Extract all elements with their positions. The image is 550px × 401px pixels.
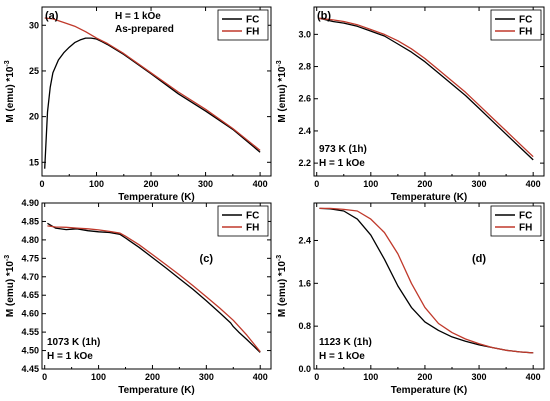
plot-frame xyxy=(313,202,545,370)
y-axis-title-exponent: -3 xyxy=(276,255,283,261)
x-tick-label: 100 xyxy=(91,372,106,382)
series-line-fc xyxy=(44,37,261,169)
annotation: H = 1 kOe xyxy=(319,351,365,362)
legend-label-fc: FC xyxy=(246,15,259,26)
annotation: 973 K (1h) xyxy=(319,144,367,155)
x-tick-label: 300 xyxy=(198,179,213,189)
x-tick-label: 100 xyxy=(363,179,378,189)
series-line-fc xyxy=(47,222,261,353)
y-axis-title-text: M (emu) *10 xyxy=(277,261,288,318)
y-tick-label: 2.8 xyxy=(298,62,311,72)
panel-label: (d) xyxy=(472,253,486,265)
legend-box xyxy=(490,205,542,237)
panel-label: (a) xyxy=(45,10,59,22)
x-tick-label: 100 xyxy=(89,179,104,189)
x-tick-label: 100 xyxy=(363,372,378,382)
y-tick-label: 1.6 xyxy=(298,278,311,288)
y-axis-title: M (emu) *10-3 xyxy=(276,255,288,317)
annotation: 1073 K (1h) xyxy=(47,337,100,348)
y-tick-label: 0.8 xyxy=(298,321,311,331)
legend-label-fc: FC xyxy=(519,211,532,222)
y-tick-label: 20 xyxy=(29,112,39,122)
y-axis-title-exponent: -3 xyxy=(4,60,11,66)
legend-label-fc: FC xyxy=(246,211,259,222)
y-tick-label: 0.0 xyxy=(298,364,311,374)
x-tick-label: 0 xyxy=(39,179,44,189)
legend-label-fh: FH xyxy=(519,27,532,38)
y-tick-label: 30 xyxy=(29,20,39,30)
x-tick-label: 200 xyxy=(417,372,432,382)
y-tick-label: 4.80 xyxy=(21,235,39,245)
y-tick-label: 4.45 xyxy=(21,364,39,374)
series-line-fh xyxy=(319,207,534,354)
series-line-fh xyxy=(44,17,261,151)
y-tick-label: 4.70 xyxy=(21,272,39,282)
x-tick-label: 0 xyxy=(314,179,319,189)
chart-panel-a: 0 100 200 300 400 15 20 25 30 Temperature (K) M (e… xyxy=(4,6,272,203)
chart-panel-c: 0 100 200 300 400 4.45 4.50 4.55 4.60 4.65 4.70 4.7… xyxy=(4,198,272,396)
y-tick-label: 25 xyxy=(29,66,39,76)
y-tick-label: 2.6 xyxy=(298,94,311,104)
x-tick-label: 400 xyxy=(526,179,541,189)
series-line-fh xyxy=(47,225,261,353)
x-tick-label: 300 xyxy=(472,179,487,189)
x-tick-label: 400 xyxy=(253,179,268,189)
annotation: H = 1 kOe xyxy=(319,158,365,169)
chart-panel-d: 0 100 200 300 400 0.0 0.8 1.6 2.4 Temperature (K)… xyxy=(276,202,545,396)
x-tick-label: 0 xyxy=(314,372,319,382)
legend-label-fh: FH xyxy=(519,223,532,234)
legend-label-fh: FH xyxy=(246,27,259,38)
y-tick-label: 4.65 xyxy=(21,290,39,300)
y-tick-label: 4.60 xyxy=(21,309,39,319)
x-axis-title: Temperature (K) xyxy=(391,192,468,203)
x-tick-label: 200 xyxy=(144,179,159,189)
panel-label: (c) xyxy=(200,253,214,265)
x-tick-label: 300 xyxy=(199,372,214,382)
legend-box xyxy=(217,205,269,237)
y-axis-title: M (emu) *10-3 xyxy=(4,60,16,122)
legend-box xyxy=(217,9,269,41)
x-tick-label: 200 xyxy=(145,372,160,382)
x-axis-title: Temperature (K) xyxy=(118,192,195,203)
y-axis-title-exponent: -3 xyxy=(276,60,283,66)
y-tick-label: 2.4 xyxy=(298,235,311,245)
series-line-fc xyxy=(319,17,534,161)
chart-panel-b: 0 100 200 300 400 2.2 2.4 2.6 2.8 3.0 Temperature … xyxy=(276,6,545,203)
y-tick-label: 4.85 xyxy=(21,216,39,226)
x-tick-label: 300 xyxy=(472,372,487,382)
y-axis-title-exponent: -3 xyxy=(4,255,11,261)
x-tick-label: 400 xyxy=(526,372,541,382)
legend-box xyxy=(490,9,542,41)
y-tick-label: 3.0 xyxy=(298,29,311,39)
annotation: 1123 K (1h) xyxy=(319,337,372,348)
series-line-fh xyxy=(319,17,534,158)
plot-frame xyxy=(41,202,272,370)
annotation: As-prepared xyxy=(115,24,174,35)
legend-label-fc: FC xyxy=(519,15,532,26)
x-axis-title: Temperature (K) xyxy=(391,385,468,396)
x-tick-label: 400 xyxy=(253,372,268,382)
x-axis-title: Temperature (K) xyxy=(118,385,195,396)
y-axis-title-text: M (emu) *10 xyxy=(277,66,288,123)
y-tick-label: 4.75 xyxy=(21,253,39,263)
annotation: H = 1 kOe xyxy=(47,351,93,362)
y-axis-title: M (emu) *10-3 xyxy=(4,255,16,317)
y-tick-label: 4.55 xyxy=(21,327,39,337)
y-tick-label: 4.90 xyxy=(21,198,39,208)
x-tick-label: 0 xyxy=(42,372,47,382)
y-tick-label: 15 xyxy=(29,157,39,167)
y-tick-label: 4.50 xyxy=(21,346,39,356)
y-axis-title-text: M (emu) *10 xyxy=(5,261,16,318)
y-tick-label: 2.4 xyxy=(298,126,311,136)
y-axis-title: M (emu) *10-3 xyxy=(276,60,288,122)
panel-label: (b) xyxy=(317,10,331,22)
annotation: H = 1 kOe xyxy=(115,11,161,22)
y-axis-title-text: M (emu) *10 xyxy=(5,66,16,123)
plot-frame xyxy=(313,6,545,177)
y-tick-label: 2.2 xyxy=(298,158,311,168)
legend-label-fh: FH xyxy=(246,223,259,234)
plot-frame xyxy=(41,6,272,177)
x-tick-label: 200 xyxy=(417,179,432,189)
